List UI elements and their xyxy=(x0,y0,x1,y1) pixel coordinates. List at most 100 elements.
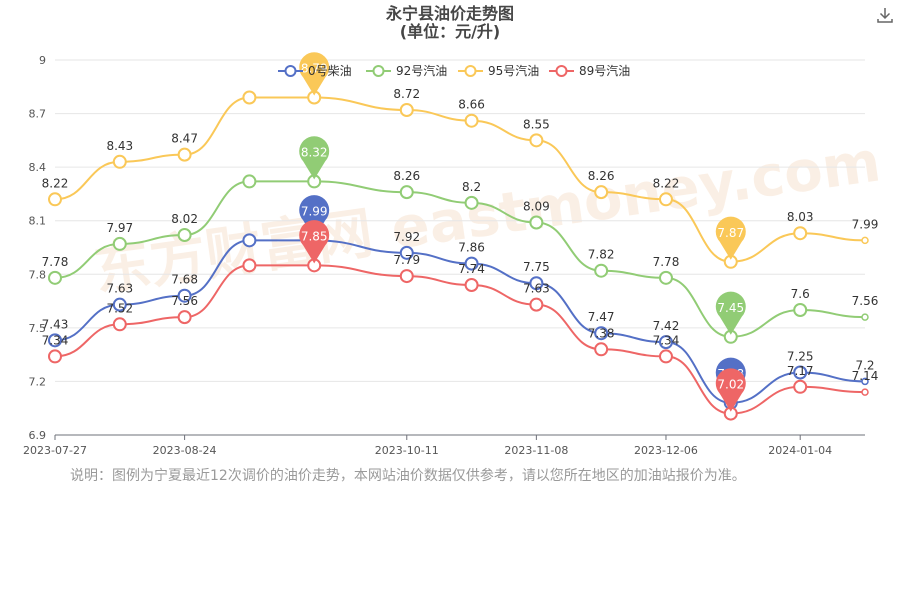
data-point xyxy=(861,313,869,321)
data-label: 7.68 xyxy=(171,273,198,287)
data-label: 8.2 xyxy=(462,180,481,194)
data-label: 8.03 xyxy=(787,210,814,224)
data-point xyxy=(242,90,257,105)
data-point xyxy=(48,349,62,364)
data-label: 7.79 xyxy=(393,253,420,267)
data-label: 8.26 xyxy=(393,169,420,183)
legend-item[interactable]: 0号柴油 xyxy=(278,64,352,78)
pin-label: 7.99 xyxy=(301,204,328,218)
data-label: 7.38 xyxy=(588,326,615,340)
pin-shape xyxy=(299,220,330,264)
data-label: 7.2 xyxy=(855,358,874,372)
data-point xyxy=(594,342,609,357)
legend-marker xyxy=(555,65,568,77)
data-point xyxy=(658,349,673,364)
data-point xyxy=(48,333,62,348)
pin-marker: 8.79 xyxy=(299,52,330,96)
data-label: 7.42 xyxy=(653,319,680,333)
pin-marker: 8.32 xyxy=(299,136,330,180)
data-label: 8.02 xyxy=(171,212,198,226)
y-tick-label: 7.8 xyxy=(29,268,47,281)
data-point xyxy=(242,233,257,248)
data-point xyxy=(529,215,544,230)
data-point xyxy=(399,269,414,284)
data-labels: 7.437.637.687.927.867.757.477.427.257.27… xyxy=(42,87,879,383)
data-point xyxy=(594,326,609,341)
data-label: 8.72 xyxy=(393,87,420,101)
data-label: 7.78 xyxy=(653,255,680,269)
legend[interactable]: 0号柴油 92号汽油 95号汽油 89号汽油 xyxy=(278,63,630,78)
data-point xyxy=(177,310,192,325)
data-label: 7.14 xyxy=(852,369,879,383)
data-point xyxy=(464,195,479,210)
x-tick-label: 2024-01-04 xyxy=(768,444,832,457)
data-point xyxy=(594,263,609,278)
data-point xyxy=(861,388,869,396)
data-point xyxy=(861,236,869,245)
data-label: 7.86 xyxy=(458,241,485,255)
x-tick-label: 2023-11-08 xyxy=(504,444,568,457)
data-point xyxy=(112,236,127,251)
data-label: 7.52 xyxy=(106,301,133,315)
data-point xyxy=(399,185,414,200)
data-label: 7.17 xyxy=(787,364,814,378)
data-label: 7.75 xyxy=(523,260,550,274)
legend-marker xyxy=(372,65,385,77)
data-point xyxy=(793,226,808,241)
legend-marker xyxy=(284,65,297,77)
x-tick-label: 2023-08-24 xyxy=(153,444,217,457)
pin-shape xyxy=(299,136,330,180)
series-92号汽油 xyxy=(48,174,869,344)
data-label: 7.99 xyxy=(852,217,879,231)
data-label: 8.26 xyxy=(588,169,615,183)
data-label: 7.78 xyxy=(42,255,69,269)
data-point xyxy=(793,379,808,394)
pin-label: 8.32 xyxy=(301,145,328,159)
pin-shape xyxy=(299,52,330,96)
legend-item[interactable]: 92号汽油 xyxy=(366,63,447,78)
data-label: 8.66 xyxy=(458,98,485,112)
data-point xyxy=(464,278,479,292)
y-tick-label: 8.4 xyxy=(29,161,47,174)
chart-title: 永宁县油价走势图 xyxy=(385,4,514,23)
data-label: 7.43 xyxy=(42,317,69,331)
watermark-text: 东方财富网 eastmoney.com xyxy=(90,129,884,304)
data-label: 7.34 xyxy=(653,333,680,347)
pin-label: 7.87 xyxy=(717,226,744,240)
data-label: 8.43 xyxy=(106,139,133,153)
legend-marker xyxy=(464,65,477,77)
pin-marker: 7.87 xyxy=(715,216,746,260)
data-label: 8.47 xyxy=(171,132,198,146)
chart-note: 说明：图例为宁夏最近12次调价的油价走势，本网站油价数据仅供参考，请以您所在地区… xyxy=(70,468,746,484)
x-tick-label: 2023-12-06 xyxy=(634,444,698,457)
data-label: 8.22 xyxy=(42,176,69,190)
legend-label: 95号汽油 xyxy=(488,63,539,78)
pin-marker: 7.99 xyxy=(299,195,330,239)
data-label: 7.56 xyxy=(852,294,879,308)
pin-label: 7.02 xyxy=(717,378,744,392)
data-label: 7.92 xyxy=(393,230,420,244)
legend-item[interactable]: 95号汽油 xyxy=(458,63,539,78)
data-label: 7.56 xyxy=(171,294,198,308)
download-icon[interactable] xyxy=(876,6,894,24)
data-point xyxy=(529,276,544,291)
data-point xyxy=(529,133,544,148)
data-point xyxy=(464,256,479,271)
data-point xyxy=(112,317,127,332)
data-point xyxy=(177,288,192,303)
data-point xyxy=(793,365,808,380)
legend-label: 92号汽油 xyxy=(396,63,447,78)
data-label: 8.09 xyxy=(523,200,550,214)
pin-shape xyxy=(299,195,330,239)
legend-item[interactable]: 89号汽油 xyxy=(549,63,630,78)
x-tick-label: 2023-07-27 xyxy=(23,444,87,457)
data-point xyxy=(177,228,192,242)
data-point xyxy=(529,297,544,312)
y-tick-label: 6.9 xyxy=(29,429,47,442)
pin-label: 8.79 xyxy=(301,62,328,76)
pin-label: 7.45 xyxy=(717,301,744,315)
y-tick-label: 8.7 xyxy=(29,108,47,121)
legend-label: 0号柴油 xyxy=(308,64,352,78)
